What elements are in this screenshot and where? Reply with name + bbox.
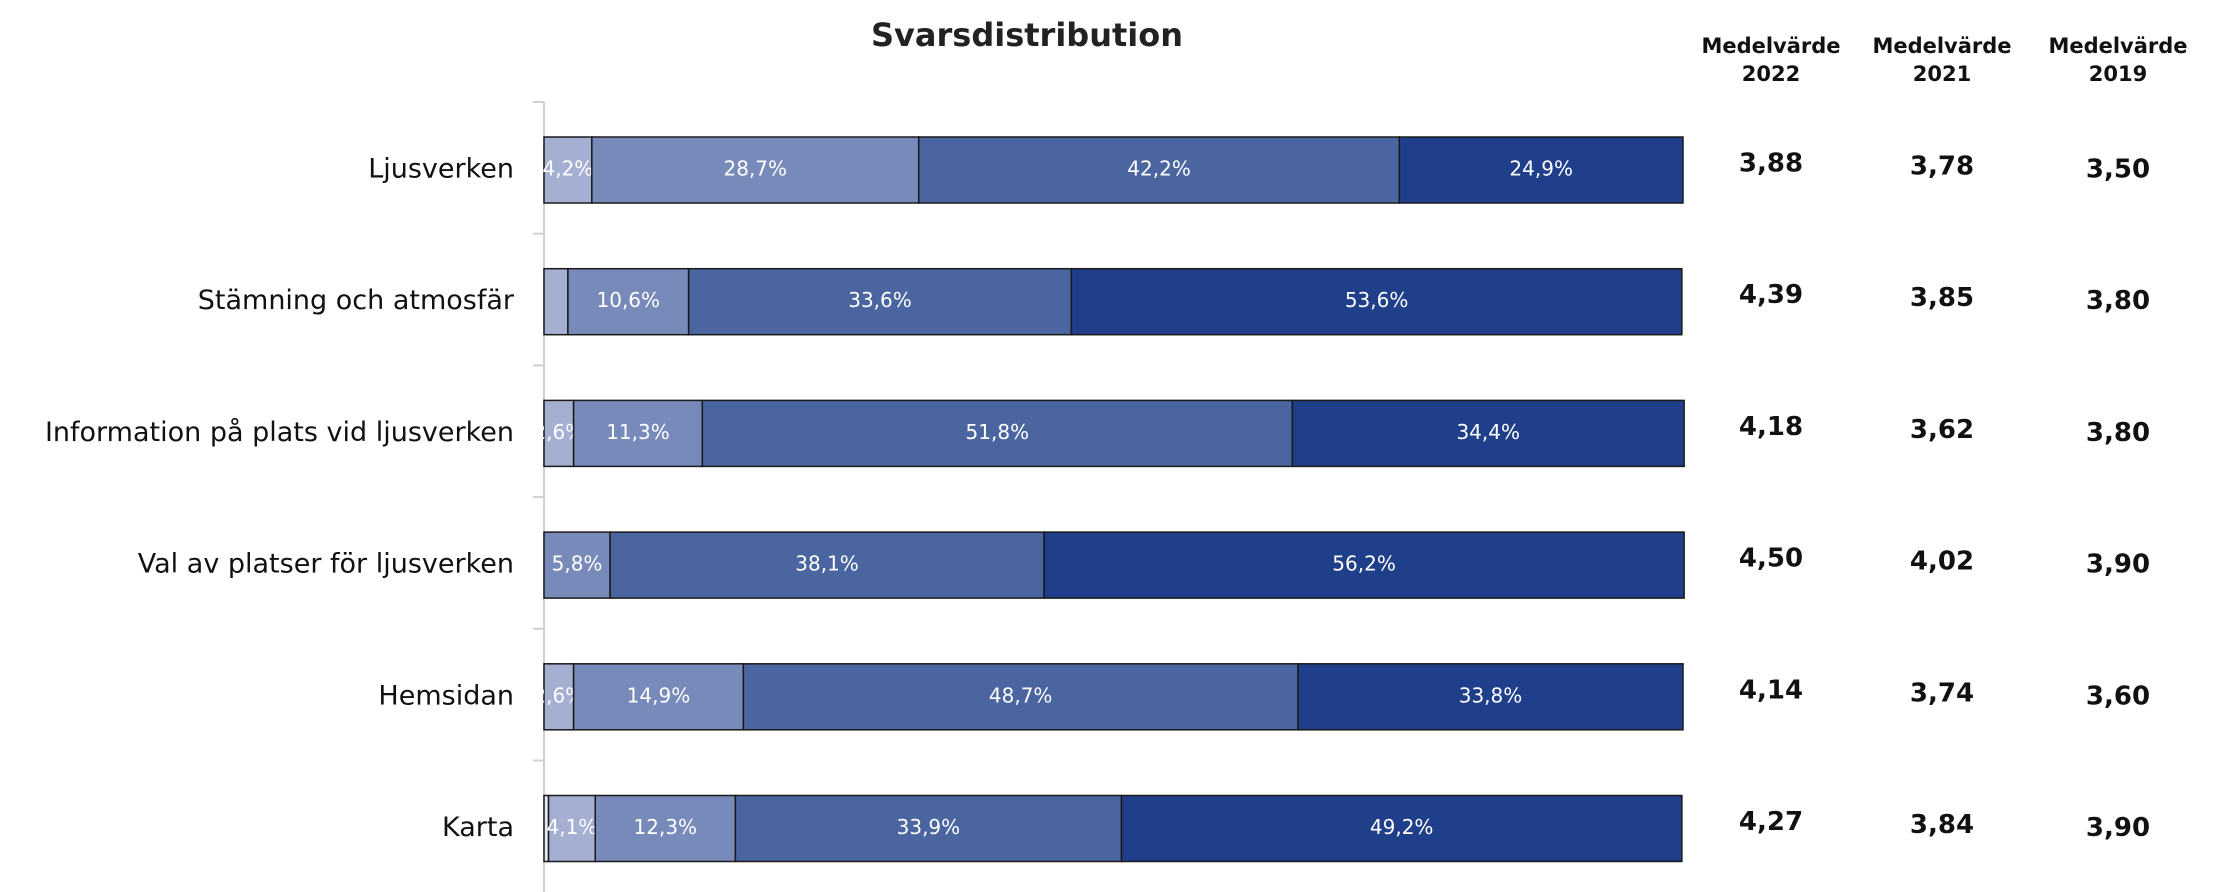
bar-segment bbox=[1070, 267, 1683, 336]
mean-value: 3,90 bbox=[2086, 550, 2150, 580]
bar-segment bbox=[543, 267, 569, 336]
bar-segment bbox=[543, 663, 575, 731]
value-label: 12,3% bbox=[634, 815, 698, 839]
bar-segment bbox=[567, 267, 690, 336]
bar-segment bbox=[1291, 399, 1685, 468]
value-label: 33,9% bbox=[897, 815, 961, 839]
category-label: Information på plats vid ljusverken bbox=[45, 417, 514, 448]
mean-value: 4,27 bbox=[1739, 807, 1803, 837]
mean-value: 3,90 bbox=[2086, 813, 2150, 843]
value-label: 34,4% bbox=[1456, 420, 1520, 444]
category-label: Karta bbox=[442, 812, 514, 843]
value-label: 53,6% bbox=[1345, 288, 1409, 312]
bar-segment bbox=[543, 531, 611, 599]
bar-segment bbox=[734, 794, 1123, 863]
mean-value: 3,74 bbox=[1910, 678, 1974, 708]
value-label: 5,8% bbox=[552, 552, 603, 576]
value-label: 4,2% bbox=[543, 157, 594, 181]
category-label: Val av platser för ljusverken bbox=[138, 549, 514, 580]
bar-segment bbox=[594, 794, 737, 863]
bar-segment bbox=[742, 663, 1299, 731]
mean-value: 4,50 bbox=[1739, 544, 1803, 574]
column-header: Medelvärde bbox=[2048, 34, 2187, 58]
bar-segment bbox=[1297, 663, 1684, 731]
category-label: Ljusverken bbox=[368, 154, 514, 185]
bar-segment bbox=[917, 136, 1401, 204]
value-label: 14,9% bbox=[627, 683, 691, 707]
mean-value: 3,85 bbox=[1910, 283, 1974, 313]
value-label: 48,7% bbox=[989, 683, 1053, 707]
value-label: 11,3% bbox=[606, 420, 670, 444]
mean-value: 3,80 bbox=[2086, 286, 2150, 316]
mean-value: 4,39 bbox=[1739, 280, 1803, 310]
value-label: 51,8% bbox=[966, 420, 1030, 444]
column-header-year: 2019 bbox=[2089, 62, 2147, 86]
column-header: Medelvärde bbox=[1701, 34, 1840, 58]
value-label: 33,8% bbox=[1459, 683, 1523, 707]
bar-segment bbox=[1043, 531, 1685, 599]
column-header: Medelvärde bbox=[1872, 34, 2011, 58]
mean-value: 3,62 bbox=[1910, 415, 1974, 445]
chart-title: Svarsdistribution bbox=[871, 16, 1183, 54]
bar-segment bbox=[572, 399, 704, 468]
bar-segment bbox=[543, 136, 593, 204]
value-label: 24,9% bbox=[1509, 157, 1573, 181]
column-header-year: 2021 bbox=[1913, 62, 1971, 86]
mean-value: 3,78 bbox=[1910, 152, 1974, 182]
category-label: Hemsidan bbox=[378, 680, 514, 711]
bar-segment bbox=[609, 531, 1045, 599]
value-label: 10,6% bbox=[597, 288, 661, 312]
value-label: 56,2% bbox=[1332, 552, 1396, 576]
mean-value: 4,18 bbox=[1739, 412, 1803, 442]
mean-value: 3,88 bbox=[1739, 149, 1803, 179]
value-label: 38,1% bbox=[795, 552, 859, 576]
bar-segment bbox=[687, 267, 1073, 336]
value-label: 28,7% bbox=[724, 157, 788, 181]
bar-segment bbox=[1398, 136, 1684, 204]
bar-segment bbox=[701, 399, 1294, 468]
value-label: 49,2% bbox=[1370, 815, 1434, 839]
bar-segment bbox=[591, 136, 920, 204]
value-label: 33,6% bbox=[848, 288, 912, 312]
bar-segment bbox=[1120, 794, 1683, 863]
category-label: Stämning och atmosfär bbox=[198, 285, 515, 316]
column-header-year: 2022 bbox=[1742, 62, 1800, 86]
value-label: 42,2% bbox=[1127, 157, 1191, 181]
mean-value: 4,14 bbox=[1739, 675, 1803, 705]
mean-value: 3,60 bbox=[2086, 681, 2150, 711]
bar-segment bbox=[547, 794, 597, 863]
mean-value: 3,84 bbox=[1910, 810, 1974, 840]
value-label: 4,1% bbox=[546, 815, 597, 839]
mean-value: 3,50 bbox=[2086, 155, 2150, 185]
mean-value: 4,02 bbox=[1910, 547, 1974, 577]
mean-value: 3,80 bbox=[2086, 418, 2150, 448]
